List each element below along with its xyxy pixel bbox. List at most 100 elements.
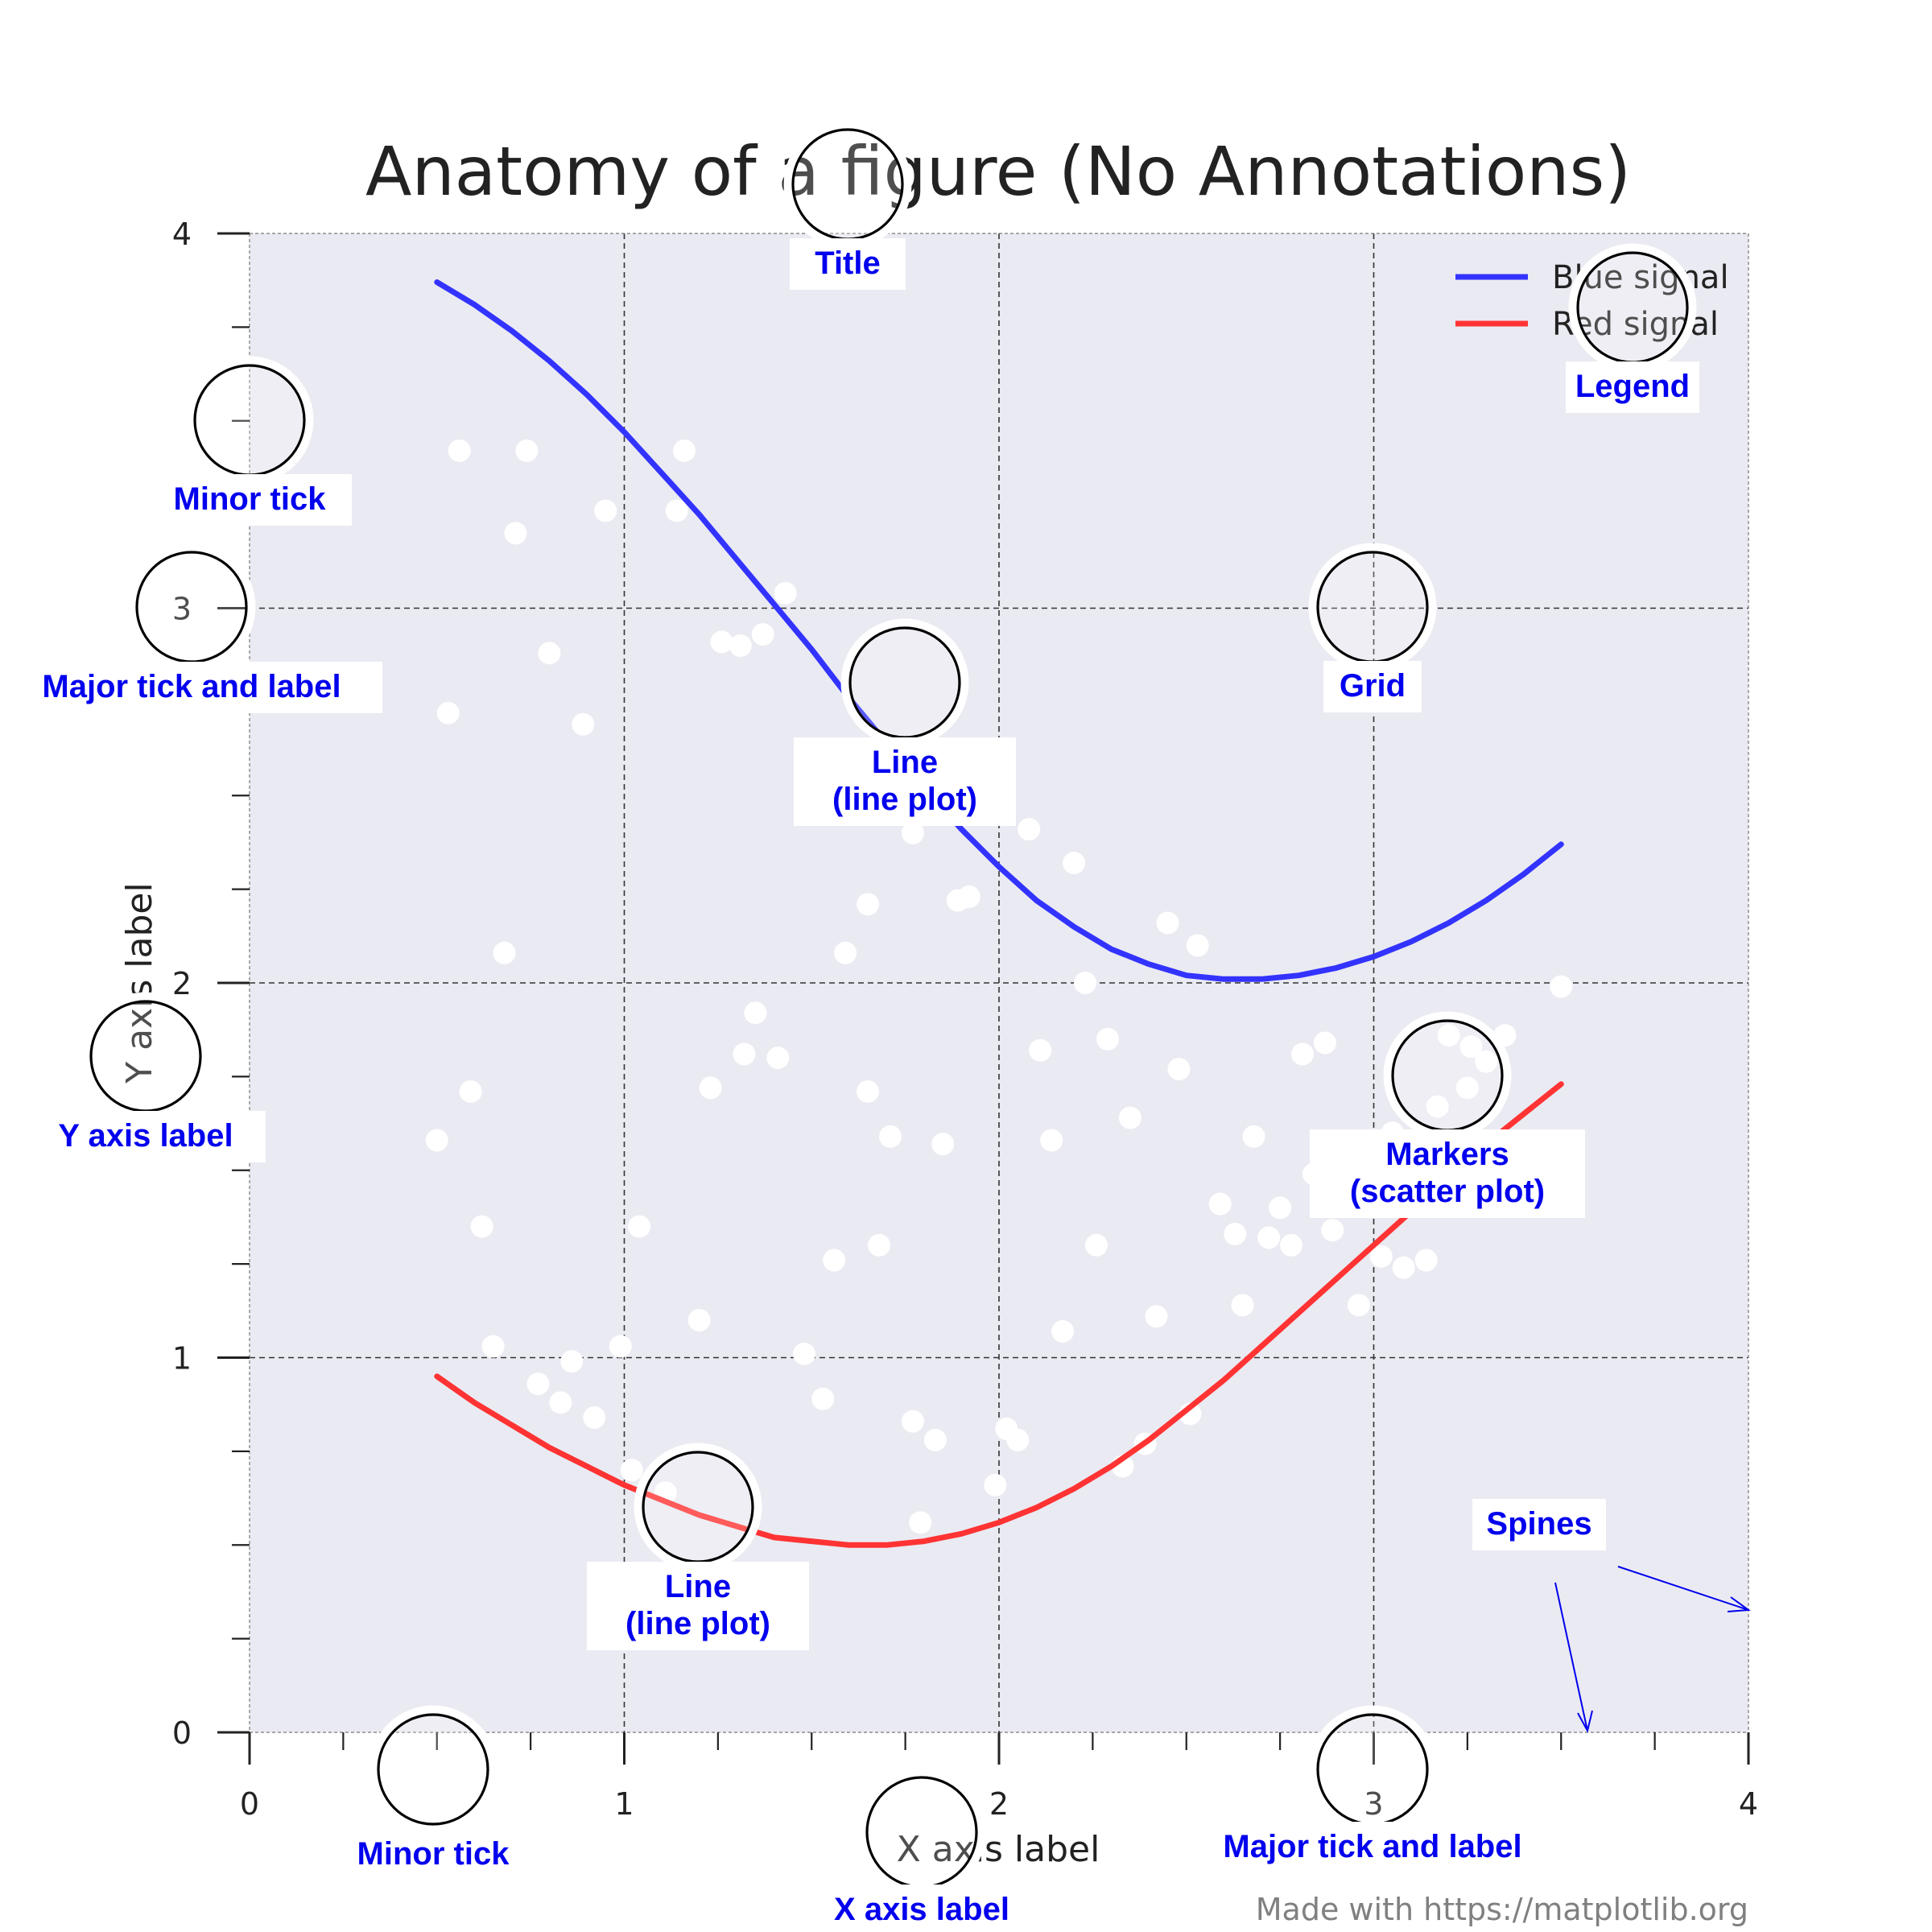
scatter-point	[481, 1335, 505, 1358]
scatter-point	[1280, 1233, 1303, 1257]
annotation-label-box	[587, 1562, 809, 1650]
scatter-point	[823, 1249, 846, 1272]
scatter-point	[620, 1459, 643, 1482]
y-tick-label: 1	[172, 1341, 192, 1377]
annotation-label-box	[790, 238, 906, 290]
scatter-point	[901, 821, 924, 844]
scatter-point	[665, 499, 688, 522]
annotation-label-line2: (scatter plot)	[1350, 1174, 1545, 1209]
spines-arrow-right	[1617, 1566, 1749, 1611]
scatter-point	[1231, 1294, 1254, 1317]
scatter-point	[1145, 1305, 1168, 1328]
series-line-red-signal	[434, 1081, 1564, 1548]
scatter-point	[1321, 1219, 1344, 1242]
scatter-point	[1096, 1027, 1119, 1051]
scatter-point	[1085, 1233, 1108, 1257]
x-tick-label: 2	[989, 1786, 1009, 1822]
spines-arrowhead-bottom	[1577, 1710, 1593, 1733]
annotation-label: Spines	[1486, 1506, 1591, 1542]
annotation-label-box	[794, 737, 1016, 826]
scatter-point	[751, 623, 774, 646]
scatter-point	[1347, 1294, 1370, 1317]
scatter-point	[515, 439, 539, 462]
scatter-point	[901, 1410, 924, 1433]
annotation-label-box	[1182, 1822, 1563, 1873]
scatter-point	[879, 1125, 902, 1148]
annotation-label-box	[1310, 1129, 1585, 1218]
scatter-point	[984, 1473, 1007, 1496]
scatter-point	[1257, 1226, 1281, 1249]
scatter-point	[560, 1350, 584, 1373]
scatter-point	[1186, 934, 1209, 957]
scatter-point	[1208, 1192, 1232, 1216]
scatter-point	[729, 634, 752, 658]
scatter-point	[744, 1001, 767, 1025]
series-line-blue-signal	[434, 279, 1564, 982]
annotation-circle	[848, 626, 961, 739]
annotation-label: Major tick and label	[1223, 1829, 1521, 1864]
chart-title: Anatomy of a figure (No Annotations)	[365, 132, 1631, 211]
scatter-point	[957, 885, 980, 908]
scatter-point	[931, 1133, 955, 1156]
scatter-point	[594, 499, 617, 522]
scatter-point	[572, 712, 595, 736]
y-tick-label: 2	[172, 966, 192, 1001]
scatter-point	[583, 1406, 606, 1429]
annotation-label: Minor tick	[357, 1836, 510, 1872]
scatter-point	[1475, 1050, 1498, 1073]
annotation-label: Title	[815, 246, 881, 281]
scatter-point	[493, 941, 516, 964]
annotation-label-box	[1472, 1499, 1606, 1550]
scatter-point	[1051, 1319, 1075, 1343]
annotation-label-box	[331, 1829, 535, 1880]
scatter-point	[549, 1391, 572, 1414]
scatter-point	[1369, 1245, 1393, 1268]
annotation-label: Major tick and label	[42, 669, 341, 704]
annotation-circle	[1576, 251, 1689, 364]
scatter-point	[526, 1373, 550, 1396]
x-tick-label: 0	[240, 1786, 259, 1822]
scatter-point	[1156, 911, 1179, 935]
scatter-point	[504, 522, 527, 545]
scatter-point	[470, 1215, 493, 1238]
annotation-circle	[1316, 1713, 1429, 1826]
scatter-point	[687, 1308, 711, 1331]
annotation-circle	[89, 1000, 202, 1113]
annotation-label: Legend	[1575, 369, 1690, 404]
annotation-circle	[1391, 1019, 1504, 1132]
scatter-point	[1167, 1058, 1191, 1081]
annotation-label-line2: (line plot)	[625, 1606, 770, 1641]
scatter-point	[459, 1080, 482, 1103]
scatter-point	[766, 1046, 790, 1070]
y-tick-label: 4	[172, 217, 192, 252]
scatter-point	[1242, 1125, 1265, 1148]
scatter-point	[1118, 1106, 1141, 1129]
scatter-point	[436, 701, 460, 724]
spines-arrow-bottom	[1554, 1582, 1588, 1732]
scatter-point	[1018, 818, 1041, 841]
annotation-label-line2: (line plot)	[832, 782, 977, 817]
scatter-point	[1224, 1222, 1247, 1245]
scatter-point	[1074, 972, 1097, 994]
annotation-label-line1: Line	[665, 1569, 731, 1604]
y-axis-label: Y axis label	[119, 882, 160, 1084]
annotation-label-box	[1323, 661, 1422, 712]
scatter-point	[857, 1080, 880, 1103]
x-tick-label: 3	[1364, 1786, 1383, 1822]
scatter-point	[1455, 1076, 1479, 1100]
annotation-label-line1: Markers	[1385, 1137, 1509, 1172]
scatter-point	[811, 1387, 835, 1410]
scatter-point	[1392, 1256, 1415, 1279]
annotation-circle	[865, 1776, 978, 1889]
annotation-label: Y axis label	[58, 1118, 233, 1154]
x-tick-label: 4	[1739, 1786, 1758, 1822]
annotation-circle	[1316, 551, 1429, 663]
scatter-point	[1063, 852, 1086, 875]
annotation-circle	[193, 364, 306, 477]
ticks	[217, 232, 1750, 1765]
line-series	[434, 279, 1564, 1548]
scatter-point	[868, 1233, 891, 1257]
annotation-label-box	[1566, 361, 1699, 413]
x-tick-label: 1	[614, 1786, 634, 1822]
